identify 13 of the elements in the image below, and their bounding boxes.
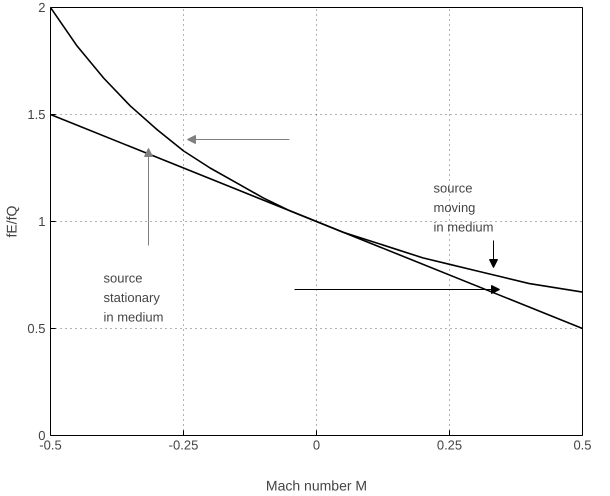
annotation: source stationary in medium: [104, 270, 164, 324]
x-tick-label: 0.25: [436, 438, 462, 452]
x-axis-title: Mach number M: [266, 478, 368, 494]
y-tick-label: 0: [38, 428, 46, 443]
annotation: source moving in medium: [434, 180, 494, 234]
x-tick-label: 0.5: [573, 438, 592, 452]
x-tick-label: 0: [312, 438, 320, 452]
y-tick-label: 2: [38, 0, 46, 15]
x-tick-label: -0.25: [168, 438, 198, 452]
y-tick-label: 0.5: [27, 321, 46, 336]
y-tick-label: 1.5: [27, 107, 46, 122]
y-axis-title: fE/fQ: [3, 205, 20, 238]
y-tick-label: 1: [38, 214, 46, 229]
